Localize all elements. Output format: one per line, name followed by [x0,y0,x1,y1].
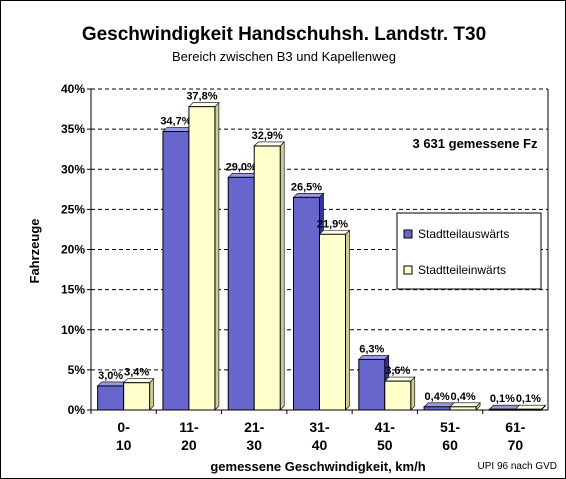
x-tick-label: 50 [377,437,393,453]
data-label: 0,1% [516,393,541,405]
legend-label-einwaerts: Stadtteileinwärts [418,263,506,277]
data-label: 37,8% [186,91,217,103]
data-label: 26,5% [291,181,322,193]
bar-top-face [488,404,521,410]
data-label: 21,9% [317,218,348,230]
data-label: 29,0% [226,161,257,173]
data-label: 6,3% [359,343,384,355]
y-axis-label: Fahrzeuge [27,218,42,283]
x-tick-label: 11- [179,419,199,435]
bar [188,106,216,411]
bar [449,406,477,411]
y-tick-label: 10% [61,323,85,337]
bar-top-face [318,229,351,235]
x-tick-label: 30 [246,437,262,453]
bar [514,408,542,411]
bar [123,382,151,411]
y-tick-label: 40% [61,82,85,96]
y-tick-label: 35% [61,122,85,136]
bar-top-face [292,193,325,198]
y-tick-label: 20% [61,243,85,257]
y-tick-label: 25% [61,202,85,216]
chart-title: Geschwindigkeit Handschuhsh. Landstr. T3… [82,24,486,45]
bar [423,406,451,411]
bar [97,385,125,411]
legend-swatch-auswaerts [403,229,413,239]
legend-box [396,212,542,290]
x-tick-label: 41- [375,419,396,435]
x-tick-label: 70 [508,437,524,453]
bar [358,358,386,411]
legend-label-auswaerts: Stadtteilauswärts [418,227,509,241]
bar-top-face [423,402,455,408]
bar-side-face [410,376,416,411]
x-tick-label: 40 [312,437,328,453]
bar-side-face [149,377,154,411]
legend-swatch-einwaerts [403,265,413,275]
y-tick-label: 5% [68,363,86,377]
x-tick-label: 10 [116,437,132,453]
bar-side-face [345,229,350,411]
bar-side-face [214,101,220,411]
bar-top-face [358,355,390,360]
bar [319,233,346,411]
data-label: 32,9% [252,130,283,142]
bar-side-face [279,141,285,411]
sample-size-annotation: 3 631 gemessene Fz [412,136,538,151]
bar-top-face [514,404,547,410]
data-label: 0,1% [490,393,515,405]
bar [488,408,516,411]
x-axis-label: gemessene Geschwindigkeit, km/h [210,459,425,474]
data-label: 0,4% [425,391,450,403]
x-tick-label: 31- [309,419,330,435]
bar-top-face [188,102,220,107]
data-label: 0,4% [451,391,476,403]
bar [227,176,255,411]
data-label: 3,4% [124,367,149,379]
source-note: UPI 96 nach GVD [478,461,557,472]
bar [253,145,281,411]
y-tick-label: 15% [61,283,85,297]
data-label: 3,6% [385,365,410,377]
data-label: 34,7% [160,116,191,128]
x-tick-label: 21- [244,419,265,435]
y-tick-label: 30% [61,162,85,176]
x-tick-label: 51- [440,419,461,435]
legend: Stadtteilauswärts Stadtteileinwärts [396,212,542,290]
data-label: 3,0% [98,370,123,382]
bar [162,131,190,411]
x-tick-label: 60 [442,437,458,453]
bar [293,196,320,411]
chart-subtitle: Bereich zwischen B3 und Kapellenweg [172,49,396,64]
bar-top-face [384,376,416,382]
x-tick-label: 20 [181,437,197,453]
bar-top-face [449,402,481,408]
bar-top-face [122,378,155,384]
y-tick-label: 0% [68,403,86,417]
x-tick-label: 0- [117,419,130,435]
bar [384,380,412,411]
bar-top-face [253,141,285,147]
x-tick-label: 61- [505,419,526,435]
